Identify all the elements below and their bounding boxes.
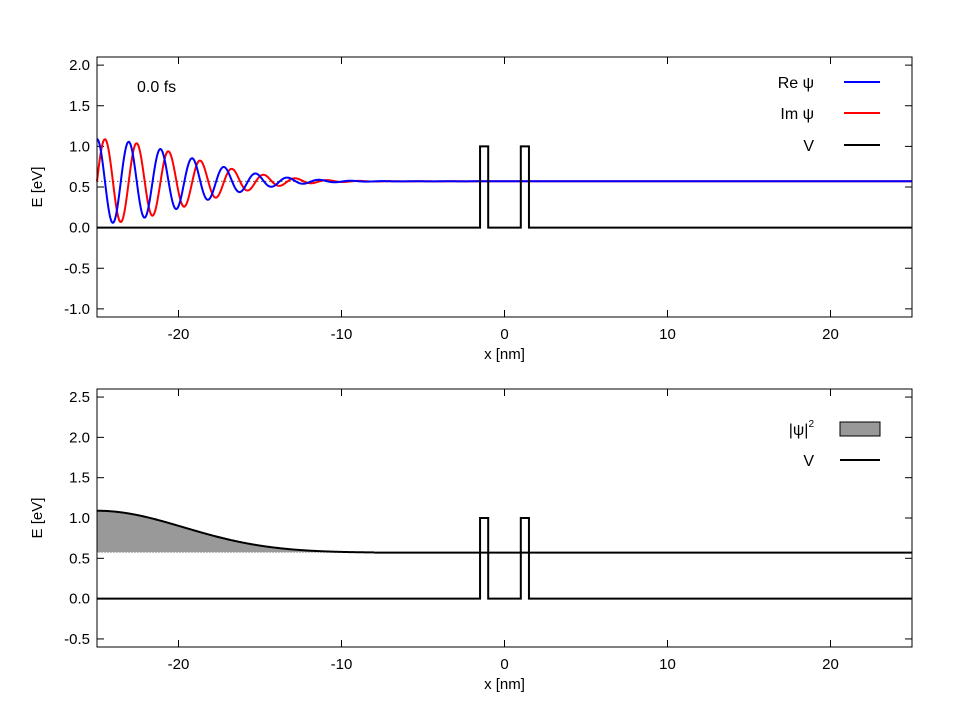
top-ytick-label: 1.5 [69, 98, 90, 115]
bottom-ytick-label: 1.0 [69, 510, 90, 527]
bottom-ytick-label: 0.0 [69, 591, 90, 608]
legend-label-v-bottom: V [803, 453, 814, 470]
top-legend: Re ψ Im ψ V [778, 75, 880, 155]
series-potential-line [97, 517, 912, 600]
series-re-psi-line [96, 138, 912, 224]
panel-wavefunction: -20 -10 0 10 20 -1.0 -0.5 0.0 0.5 1.0 1.5 2.0 x [n… [29, 56, 913, 363]
bottom-ytick-label: 1.5 [69, 470, 90, 487]
bottom-ytick-label: 2.0 [69, 429, 90, 446]
bottom-xtick-label: -10 [331, 656, 353, 673]
legend-label-re-psi: Re ψ [778, 75, 814, 92]
bottom-legend: |ψ|2 V [789, 419, 881, 470]
top-xtick-label: -10 [331, 326, 353, 343]
top-ytick-labels: -1.0 -0.5 0.0 0.5 1.0 1.5 2.0 [64, 57, 90, 318]
bottom-xtick-label: 20 [822, 656, 839, 673]
top-xtick-label: -20 [168, 326, 190, 343]
bottom-xtick-label: 10 [659, 656, 676, 673]
bottom-plot-frame [96, 388, 913, 648]
top-ytick-label: -1.0 [64, 301, 90, 318]
top-xlabel: x [nm] [484, 346, 525, 363]
top-ytick-label: -0.5 [64, 260, 90, 277]
legend-swatch-psi-squared [839, 421, 881, 437]
bottom-xtick-labels: -20 -10 0 10 20 [168, 656, 839, 673]
series-density-fill [97, 510, 375, 553]
time-annotation: 0.0 fs [137, 79, 176, 96]
legend-label-psi-abs: |ψ| [789, 422, 809, 439]
top-xtick-label: 10 [659, 326, 676, 343]
top-plot-lines [96, 138, 912, 229]
top-ylabel: E [eV] [29, 167, 46, 208]
bottom-ytick-labels: -0.5 0.0 0.5 1.0 1.5 2.0 2.5 [64, 389, 90, 648]
bottom-xtick-label: 0 [500, 656, 508, 673]
top-xtick-label: 20 [822, 326, 839, 343]
bottom-ytick-label: 0.5 [69, 550, 90, 567]
top-ytick-label: 0.5 [69, 179, 90, 196]
bottom-xtick-label: -20 [168, 656, 190, 673]
top-ytick-label: 2.0 [69, 57, 90, 74]
top-xtick-label: 0 [500, 326, 508, 343]
legend-label-psi-squared: |ψ|2 [789, 419, 815, 439]
bottom-xlabel: x [nm] [484, 676, 525, 693]
bottom-ytick-label: 2.5 [69, 389, 90, 406]
bottom-ylabel: E [eV] [29, 498, 46, 539]
series-density-outline [97, 509, 375, 554]
top-ytick-label: 0.0 [69, 220, 90, 237]
legend-label-v-top: V [803, 138, 814, 155]
top-xtick-labels: -20 -10 0 10 20 [168, 326, 839, 343]
series-potential-line [97, 145, 912, 229]
top-plot-frame [96, 56, 913, 318]
bottom-ytick-label: -0.5 [64, 631, 90, 648]
bottom-plot-lines [97, 509, 912, 600]
legend-label-im-psi: Im ψ [780, 106, 814, 123]
top-tickmarks [97, 57, 912, 317]
legend-label-psi-exponent: 2 [808, 419, 814, 430]
top-ytick-label: 1.0 [69, 138, 90, 155]
panel-probability-density: -20 -10 0 10 20 -0.5 0.0 0.5 1.0 1.5 2.0 2.5 x [nm… [29, 388, 913, 693]
